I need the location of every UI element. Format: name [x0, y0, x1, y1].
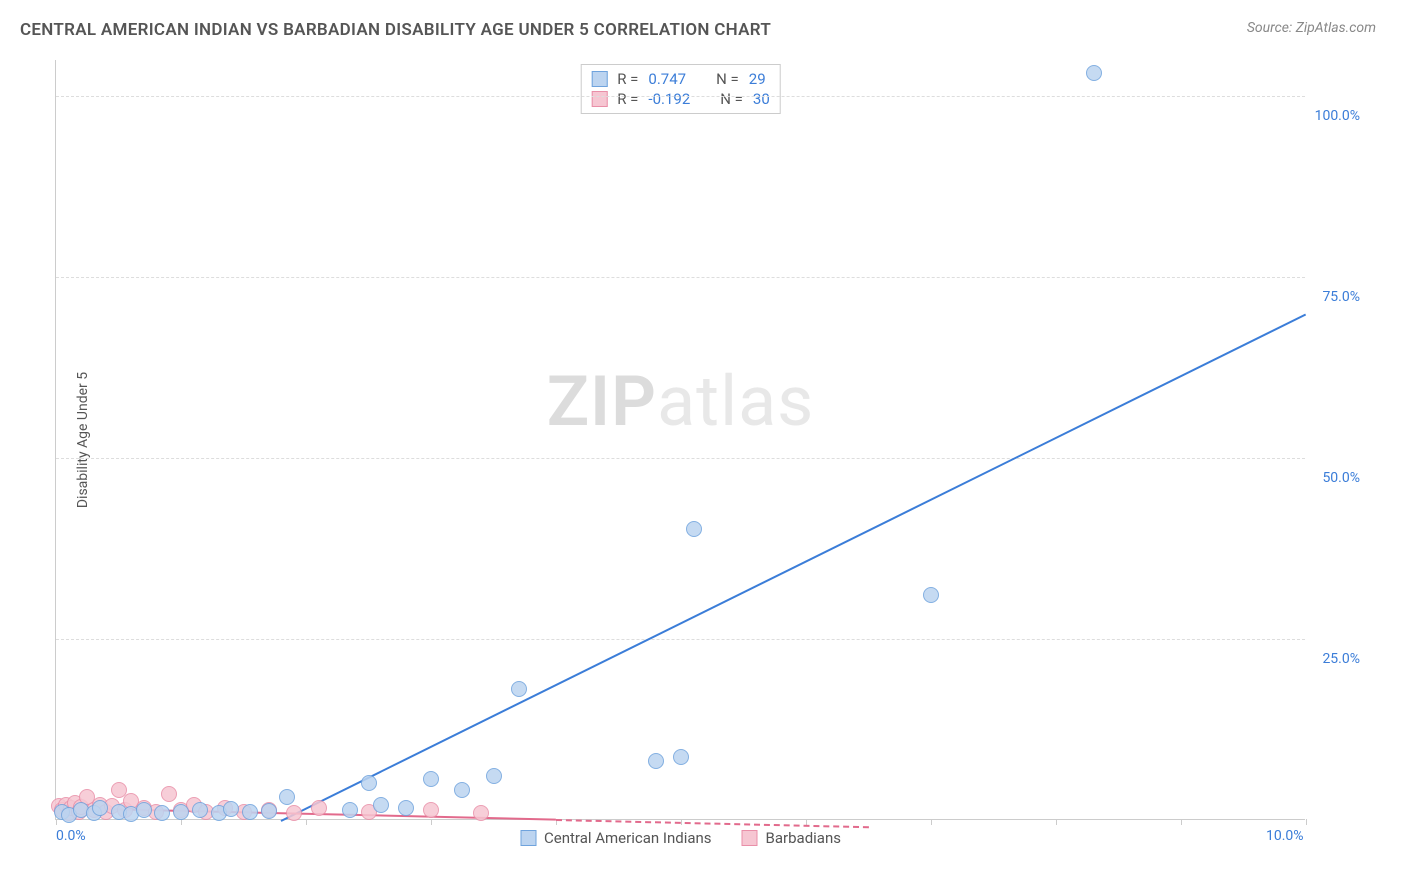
- scatter-point-series-0: [261, 803, 277, 819]
- r-value-series-1: -0.192: [648, 90, 690, 108]
- scatter-point-series-0: [223, 801, 239, 817]
- gridline-horizontal: [56, 277, 1305, 278]
- trend-dash-series-1: [556, 819, 869, 828]
- watermark-text: ZIPatlas: [547, 361, 815, 443]
- swatch-series-0: [591, 71, 607, 87]
- x-tick: [306, 819, 307, 825]
- gridline-horizontal: [56, 639, 1305, 640]
- swatch-series-1: [591, 91, 607, 107]
- scatter-point-series-0: [342, 802, 358, 818]
- legend-item-series-0: Central American Indians: [520, 829, 712, 847]
- scatter-point-series-0: [279, 789, 295, 805]
- chart-title: CENTRAL AMERICAN INDIAN VS BARBADIAN DIS…: [20, 20, 771, 40]
- r-value-series-0: 0.747: [648, 70, 686, 88]
- y-tick-label: 50.0%: [1322, 470, 1360, 486]
- scatter-point-series-0: [173, 804, 189, 820]
- scatter-point-series-1: [423, 802, 439, 818]
- legend-label-series-0: Central American Indians: [544, 829, 712, 847]
- scatter-point-series-0: [361, 775, 377, 791]
- n-label: N =: [716, 70, 739, 88]
- scatter-point-series-0: [398, 800, 414, 816]
- scatter-point-series-0: [673, 749, 689, 765]
- n-value-series-0: 29: [749, 70, 766, 88]
- scatter-point-series-0: [136, 802, 152, 818]
- chart-area: Disability Age Under 5 ZIPatlas R = 0.74…: [55, 60, 1305, 820]
- n-value-series-1: 30: [753, 90, 770, 108]
- x-tick: [431, 819, 432, 825]
- x-tick: [56, 819, 57, 825]
- x-tick: [931, 819, 932, 825]
- y-tick-label: 25.0%: [1322, 651, 1360, 667]
- scatter-point-series-1: [473, 805, 489, 821]
- scatter-point-series-0: [923, 587, 939, 603]
- legend-label-series-1: Barbadians: [766, 829, 841, 847]
- scatter-point-series-0: [686, 521, 702, 537]
- scatter-point-series-0: [154, 805, 170, 821]
- scatter-point-series-0: [511, 681, 527, 697]
- stats-row-series-1: R = -0.192 N = 30: [591, 89, 770, 109]
- gridline-horizontal: [56, 96, 1305, 97]
- chart-header: CENTRAL AMERICAN INDIAN VS BARBADIAN DIS…: [0, 0, 1406, 50]
- r-label: R =: [617, 70, 638, 88]
- gridline-horizontal: [56, 458, 1305, 459]
- source-attribution: Source: ZipAtlas.com: [1247, 20, 1376, 36]
- scatter-point-series-0: [454, 782, 470, 798]
- scatter-point-series-0: [423, 771, 439, 787]
- x-tick-label: 0.0%: [56, 828, 86, 844]
- legend-swatch-series-1: [742, 830, 758, 846]
- scatter-point-series-0: [92, 800, 108, 816]
- stats-row-series-0: R = 0.747 N = 29: [591, 69, 770, 89]
- scatter-point-series-0: [192, 802, 208, 818]
- legend-swatch-series-0: [520, 830, 536, 846]
- scatter-point-series-0: [242, 804, 258, 820]
- scatter-point-series-0: [1086, 65, 1102, 81]
- scatter-point-series-0: [373, 797, 389, 813]
- n-label: N =: [720, 90, 743, 108]
- trend-line-series-0: [281, 313, 1307, 821]
- x-tick: [181, 819, 182, 825]
- y-tick-label: 100.0%: [1315, 108, 1360, 124]
- scatter-point-series-1: [286, 805, 302, 821]
- watermark-part1: ZIP: [547, 361, 657, 443]
- watermark-part2: atlas: [657, 361, 814, 443]
- legend-item-series-1: Barbadians: [742, 829, 841, 847]
- y-tick-label: 75.0%: [1322, 289, 1360, 305]
- plot-region: ZIPatlas R = 0.747 N = 29 R = -0.192 N =…: [55, 60, 1305, 820]
- x-tick: [1306, 819, 1307, 825]
- x-tick-label: 10.0%: [1266, 828, 1304, 844]
- scatter-point-series-0: [648, 753, 664, 769]
- scatter-point-series-0: [486, 768, 502, 784]
- x-tick: [1056, 819, 1057, 825]
- x-tick: [1181, 819, 1182, 825]
- r-label: R =: [617, 90, 638, 108]
- stats-legend: R = 0.747 N = 29 R = -0.192 N = 30: [580, 64, 781, 114]
- scatter-point-series-1: [161, 786, 177, 802]
- scatter-point-series-1: [311, 800, 327, 816]
- series-legend: Central American Indians Barbadians: [520, 829, 841, 847]
